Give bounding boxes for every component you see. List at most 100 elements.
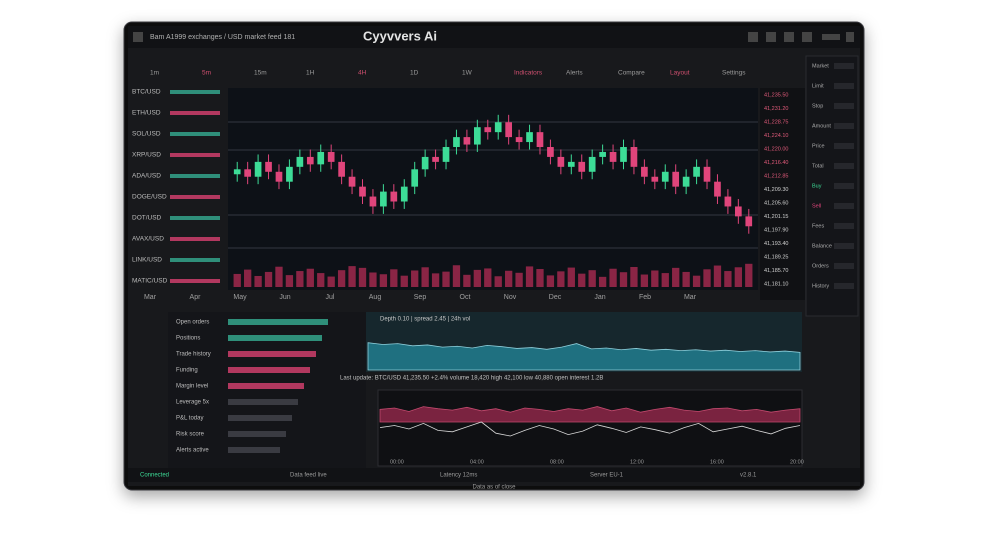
watchlist-item[interactable]: DOT/USD — [132, 215, 162, 222]
x-tick-label: Aug — [369, 294, 382, 301]
order-book-price: 41,205.60 — [764, 200, 788, 206]
order-book-price: 41,209.30 — [764, 187, 788, 193]
side-panel-item[interactable]: Limit — [812, 83, 824, 89]
icon-button[interactable] — [846, 32, 854, 42]
watchlist-bar — [170, 279, 220, 283]
order-book-price: 41,212.85 — [764, 173, 788, 179]
order-book-price: 41,201.15 — [764, 214, 788, 220]
volume-bar — [692, 275, 701, 287]
side-panel-item[interactable]: Sell — [812, 203, 821, 209]
volume-bar — [244, 269, 252, 287]
watchlist-item[interactable]: DOGE/USD — [132, 194, 167, 201]
app-title: Cyyvvers Ai — [363, 28, 437, 43]
candle-body — [599, 151, 606, 157]
x-tick-label: Jan — [594, 294, 605, 301]
icon-button[interactable] — [802, 32, 812, 42]
order-book-price: 41,224.10 — [764, 133, 788, 139]
info-strip: Last update: BTC/USD 41,235.50 +2.4% vol… — [340, 376, 603, 382]
volume-bar — [463, 274, 471, 287]
table-row-bar — [228, 383, 304, 389]
volume-bar — [546, 275, 555, 287]
candle-body — [317, 151, 325, 165]
candle-body — [557, 156, 565, 167]
toolbar-item[interactable]: Settings — [722, 70, 746, 77]
side-panel-item[interactable]: Price — [812, 143, 825, 149]
candle-body — [734, 206, 742, 217]
status-bar — [128, 468, 860, 482]
order-book-price: 41,197.90 — [764, 227, 788, 233]
volume-bar — [672, 267, 680, 287]
side-panel-item[interactable]: Balance — [812, 243, 832, 249]
osc-time-label: 16:00 — [710, 459, 724, 465]
x-tick-label: Jul — [326, 294, 335, 301]
volume-bar — [640, 274, 649, 287]
watchlist-item[interactable]: AVAX/USD — [132, 236, 164, 243]
volume-bar — [598, 276, 607, 287]
toolbar-item[interactable]: 15m — [254, 70, 267, 77]
side-panel-field — [834, 123, 854, 129]
side-panel-item[interactable]: Orders — [812, 263, 829, 269]
side-panel-field — [834, 283, 854, 289]
toolbar-item[interactable]: Layout — [670, 70, 690, 77]
watchlist-item[interactable]: ETH/USD — [132, 110, 161, 117]
status-item: Latency 12ms — [440, 473, 477, 479]
watchlist-item[interactable]: BTC/USD — [132, 89, 161, 96]
watchlist-item[interactable]: MATIC/USD — [132, 278, 168, 285]
side-panel-item[interactable]: Amount — [812, 123, 831, 129]
side-panel-item[interactable]: Market — [812, 63, 829, 69]
candle-body — [306, 156, 314, 165]
toolbar-item[interactable]: 1m — [150, 70, 159, 77]
volume-bar — [348, 266, 356, 287]
volume-bar — [431, 273, 440, 287]
side-panel-item[interactable]: Fees — [812, 223, 824, 229]
toolbar-item[interactable]: Indicators — [514, 70, 543, 77]
table-row-bar — [228, 367, 310, 373]
candle-body — [369, 196, 377, 207]
watchlist-item[interactable]: LINK/USD — [132, 257, 162, 264]
candle-body — [620, 147, 627, 162]
icon-button[interactable] — [748, 32, 758, 42]
candle-body — [327, 151, 335, 162]
toolbar-item[interactable]: 1W — [462, 70, 473, 77]
side-panel-item[interactable]: History — [812, 283, 829, 289]
volume-bar — [452, 265, 461, 287]
side-panel-field — [834, 183, 854, 189]
watchlist-bar — [170, 216, 220, 220]
volume-bar — [296, 271, 304, 287]
watchlist-item[interactable]: SOL/USD — [132, 131, 161, 138]
table-row-bar — [228, 431, 286, 437]
volume-bar — [473, 269, 481, 287]
toolbar-item[interactable]: 1D — [410, 70, 419, 77]
volume-bar — [233, 273, 241, 287]
icon-button[interactable] — [784, 32, 794, 42]
volume-bar — [358, 267, 367, 287]
side-panel-item[interactable]: Stop — [812, 103, 823, 109]
side-panel-field — [834, 63, 854, 69]
candle-body — [494, 122, 502, 133]
x-tick-label: Nov — [504, 294, 517, 301]
icon-button[interactable] — [822, 34, 840, 40]
candle-body — [661, 171, 669, 182]
volume-bar — [411, 270, 419, 287]
order-book-price: 41,235.50 — [764, 92, 788, 98]
toolbar-item[interactable]: 5m — [202, 70, 211, 77]
order-book-price: 41,228.75 — [764, 119, 788, 125]
candle-body — [275, 171, 283, 182]
table-row-bar — [228, 415, 292, 421]
order-book-price: 41,193.40 — [764, 241, 788, 247]
toolbar-item[interactable]: 1H — [306, 70, 315, 77]
icon-button[interactable] — [766, 32, 776, 42]
watchlist-item[interactable]: ADA/USD — [132, 173, 161, 180]
side-panel-item[interactable]: Buy — [812, 183, 822, 189]
toolbar-item[interactable]: 4H — [358, 70, 367, 77]
menu-icon[interactable] — [133, 32, 143, 42]
toolbar-item[interactable]: Alerts — [566, 70, 583, 77]
side-panel-item[interactable]: Total — [812, 163, 824, 169]
watchlist-bar — [170, 90, 220, 94]
watchlist-item[interactable]: XRP/USD — [132, 152, 161, 159]
candle-body — [254, 161, 262, 177]
order-book-price: 41,189.25 — [764, 254, 788, 260]
toolbar-item[interactable]: Compare — [618, 70, 645, 77]
table-row-bar — [228, 319, 328, 325]
volume-bar — [703, 269, 711, 287]
